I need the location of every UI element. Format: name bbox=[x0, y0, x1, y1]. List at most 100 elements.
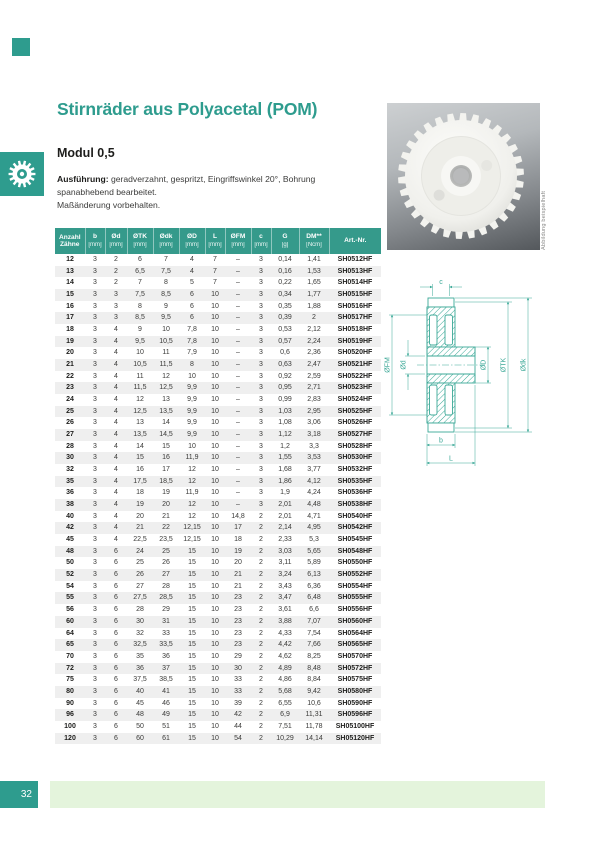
table-cell: 10,6 bbox=[307, 699, 321, 707]
table-cell: SH0532HF bbox=[337, 466, 373, 474]
table-cell: 3 bbox=[85, 312, 105, 325]
table-cell: 49 bbox=[153, 709, 179, 721]
table-cell: 65 bbox=[55, 639, 85, 651]
table-cell: 21 bbox=[127, 522, 153, 535]
column-header: ØD [mm] bbox=[179, 228, 206, 254]
table-cell: 1,08 bbox=[278, 419, 292, 427]
table-cell: 0,99 bbox=[278, 396, 292, 404]
table-cell: 4 bbox=[179, 265, 205, 278]
table-cell: 3 bbox=[93, 419, 97, 427]
table-cell: 3,61 bbox=[278, 606, 292, 614]
table-cell: 10 bbox=[205, 475, 225, 488]
table-cell: SH0512HF bbox=[337, 256, 373, 263]
table-cell: 2,12 bbox=[307, 326, 321, 334]
table-cell: 31 bbox=[153, 615, 179, 628]
table-cell: 39 bbox=[234, 699, 242, 707]
table-cell: – bbox=[236, 302, 240, 310]
table-cell: SH0530HF bbox=[329, 452, 381, 465]
table-cell: 4,89 bbox=[271, 662, 299, 675]
table-cell: 12,15 bbox=[183, 536, 201, 544]
table-cell: SH0522HF bbox=[337, 372, 373, 380]
table-cell: 23 bbox=[225, 639, 251, 651]
table-cell: 2 bbox=[251, 732, 271, 745]
table-cell: 4 bbox=[114, 442, 118, 450]
table-cell: 3 bbox=[259, 489, 263, 497]
table-cell: 24 bbox=[127, 545, 153, 558]
table-cell: 12,5 bbox=[153, 382, 179, 395]
table-cell: 12 bbox=[188, 512, 196, 520]
column-header: Art.-Nr. bbox=[329, 228, 381, 254]
table-cell: 8,5 bbox=[153, 289, 179, 301]
table-cell: 19 bbox=[127, 499, 153, 511]
table-cell: 3 bbox=[259, 326, 263, 334]
table-cell: 14,8 bbox=[231, 512, 245, 520]
table-cell: 7 bbox=[213, 279, 217, 287]
table-cell: 6 bbox=[105, 685, 127, 698]
table-cell: 3 bbox=[85, 429, 105, 441]
table-cell: 7 bbox=[138, 279, 142, 287]
table-cell: 7 bbox=[213, 256, 217, 263]
table-cell: 6 bbox=[105, 709, 127, 721]
table-cell: 3 bbox=[251, 359, 271, 371]
table-cell: 25 bbox=[55, 405, 85, 418]
table-cell: 3 bbox=[93, 466, 97, 474]
table-cell: 3 bbox=[85, 662, 105, 675]
table-row: 17 3 3 8,5 9,5 6 10–3 0,39 2 SH0517HF bbox=[55, 312, 381, 325]
gear-data-table: Anzahl Zähne b [mm] Ød [mm] ØTK [mm] Ødk [mm] ØD [m… bbox=[55, 228, 381, 745]
table-cell: SH0554HF bbox=[337, 582, 373, 590]
column-header: L [mm] bbox=[205, 228, 226, 254]
table-cell: 1,65 bbox=[307, 279, 321, 287]
table-cell: SH0536HF bbox=[337, 489, 373, 497]
table-cell: 2 bbox=[114, 279, 118, 287]
table-cell: 38,5 bbox=[159, 676, 173, 684]
table-cell: 3 bbox=[259, 302, 263, 310]
table-cell: 3 bbox=[85, 265, 105, 278]
table-cell: SH0572HF bbox=[329, 662, 381, 675]
table-cell: 3 bbox=[85, 709, 105, 721]
table-cell: SH0523HF bbox=[329, 382, 381, 395]
module-subtitle: Modul 0,5 bbox=[57, 146, 115, 160]
table-cell: 46 bbox=[162, 699, 170, 707]
table-cell: 20 bbox=[136, 512, 144, 520]
table-row: 54 3 6 27 28 15 10 21 2 3,43 6,36 SH0554HF bbox=[55, 581, 381, 593]
table-cell: 20 bbox=[66, 349, 74, 357]
table-cell: 6 bbox=[105, 732, 127, 745]
table-cell: 3,3 bbox=[309, 442, 319, 450]
table-cell: 14,14 bbox=[299, 732, 329, 745]
table-cell: 60 bbox=[55, 615, 85, 628]
table-cell: 10 bbox=[211, 302, 219, 310]
table-cell: 10 bbox=[211, 699, 219, 707]
table-cell: 8,25 bbox=[307, 652, 321, 660]
table-cell: 2 bbox=[259, 722, 263, 730]
table-cell: SH0520HF bbox=[337, 349, 373, 357]
table-cell: 3 bbox=[85, 545, 105, 558]
table-cell: 50 bbox=[66, 559, 74, 567]
table-row: 13 3 2 6,5 7,5 4 7–3 0,16 1,53 SH0513HF bbox=[55, 265, 381, 278]
table-cell: 10 bbox=[211, 326, 219, 334]
table-row: 72 3 6 36 37 15 10 30 2 4,89 8,48 SH0572HF bbox=[55, 662, 381, 675]
table-cell: 9 bbox=[164, 302, 168, 310]
chapter-badge bbox=[0, 152, 44, 196]
table-cell: 2 bbox=[251, 592, 271, 605]
table-cell: SH0555HF bbox=[329, 592, 381, 605]
table-cell: 20 bbox=[234, 559, 242, 567]
table-cell: 100 bbox=[64, 722, 76, 730]
table-cell: 17,5 bbox=[127, 475, 153, 488]
table-cell: 10 bbox=[205, 359, 225, 371]
table-cell: 3 bbox=[105, 289, 127, 301]
table-cell: 24 bbox=[66, 396, 74, 404]
table-cell: 12 bbox=[136, 396, 144, 404]
table-cell: 37,5 bbox=[133, 676, 147, 684]
table-cell: SH0560HF bbox=[329, 615, 381, 628]
table-cell: 36 bbox=[127, 662, 153, 675]
table-cell: 12 bbox=[162, 372, 170, 380]
table-cell: 9,9 bbox=[179, 405, 205, 418]
dim-label-l: L bbox=[449, 456, 453, 463]
table-row: 64 3 6 32 33 15 10 23 2 4,33 7,54 SH0564HF bbox=[55, 628, 381, 640]
table-cell: SH0565HF bbox=[329, 639, 381, 651]
table-row: 27 3 4 13,5 14,5 9,9 10–3 1,12 3,18 SH0527HF bbox=[55, 429, 381, 441]
table-cell: 28,5 bbox=[153, 592, 179, 605]
table-cell: 4 bbox=[114, 419, 118, 427]
table-cell: 7,5 bbox=[127, 289, 153, 301]
table-cell: 4 bbox=[114, 512, 118, 520]
